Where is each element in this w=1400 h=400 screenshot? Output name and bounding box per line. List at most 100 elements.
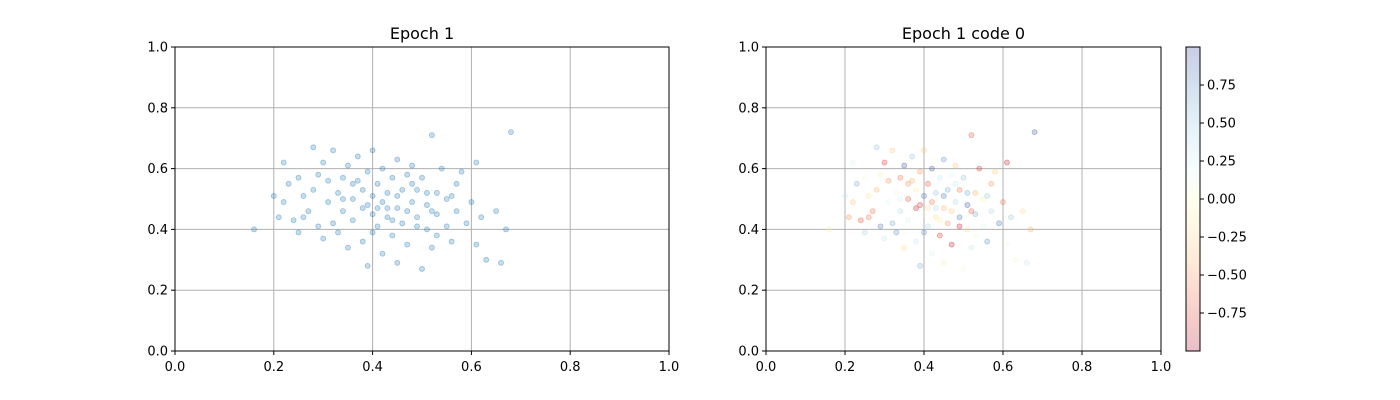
scatter-point — [921, 211, 927, 218]
scatter-point — [414, 214, 420, 221]
scatter-point — [980, 223, 987, 230]
scatter-point — [473, 159, 480, 166]
scatter-points — [251, 129, 514, 272]
scatter-point — [909, 153, 916, 160]
scatter-point — [384, 214, 391, 221]
x-tick-label: 0.8 — [560, 360, 581, 375]
scatter-point — [869, 208, 876, 215]
scatter-point — [463, 220, 470, 227]
scatter-point — [921, 147, 927, 154]
scatter-point — [478, 214, 485, 221]
x-tick-label: 0.0 — [165, 360, 186, 375]
scatter-point — [335, 190, 341, 196]
plot-frame — [174, 46, 670, 352]
scatter-point — [409, 180, 416, 187]
scatter-point — [374, 180, 381, 187]
scatter-point — [369, 147, 376, 154]
colorbar-tick-label: −0.75 — [1207, 307, 1247, 322]
y-tick-label: 0.0 — [147, 345, 168, 360]
scatter-point — [419, 266, 425, 272]
scatter-point — [285, 180, 292, 187]
scatter-point — [1011, 256, 1018, 263]
scatter-point — [1027, 226, 1034, 233]
scatter-point — [379, 165, 386, 172]
scatter-point — [359, 186, 366, 193]
scatter-point — [424, 190, 430, 196]
scatter-point — [349, 217, 356, 224]
plot-area — [175, 47, 669, 351]
scatter-point — [399, 186, 406, 193]
scatter-point — [428, 244, 435, 251]
scatter-point — [251, 226, 257, 233]
plot-frame — [765, 46, 1162, 352]
scatter-point — [984, 193, 991, 199]
scatter-point — [940, 193, 947, 199]
scatter-point — [909, 177, 916, 184]
scatter-point — [968, 244, 975, 251]
scatter-point — [1031, 129, 1038, 136]
y-axis-ticks: 0.0 0.2 0.4 0.6 0.8 1.0 — [147, 41, 175, 360]
scatter-point — [857, 217, 864, 224]
scatter-point — [379, 199, 386, 205]
colorbar-tick-label: 0.25 — [1207, 155, 1236, 170]
scatter-point — [948, 241, 955, 248]
scatter-point — [861, 174, 868, 181]
scatter-point — [374, 205, 381, 212]
scatter-point — [964, 190, 971, 196]
scatter-point — [940, 156, 947, 163]
x-tick-label: 0.0 — [756, 360, 777, 375]
scatter-point — [340, 196, 346, 202]
scatter-point — [458, 168, 465, 175]
y-tick-label: 1.0 — [738, 41, 759, 56]
y-axis-ticks: 0.0 0.2 0.4 0.6 0.8 1.0 — [738, 41, 766, 360]
scatter-point — [399, 220, 406, 227]
scatter-point — [968, 132, 975, 139]
scatter-point — [956, 214, 963, 221]
scatter-point — [419, 174, 425, 181]
plot-area — [766, 47, 1161, 351]
scatter-point — [861, 229, 868, 236]
scatter-point — [956, 186, 963, 193]
x-tick-label: 0.2 — [835, 360, 856, 375]
scatter-point — [364, 202, 371, 208]
scatter-point — [275, 214, 282, 221]
scatter-point — [349, 180, 356, 187]
scatter-point — [984, 238, 991, 245]
scatter-point — [988, 208, 995, 215]
scatter-point — [290, 217, 297, 224]
scatter-point — [956, 223, 963, 230]
scatter-point — [1000, 199, 1006, 205]
scatter-point — [354, 153, 361, 160]
scatter-point — [905, 180, 912, 187]
scatter-point — [359, 205, 366, 212]
scatter-point — [948, 171, 955, 178]
colorbar-tick-label: −0.25 — [1207, 231, 1247, 246]
scatter-point — [414, 223, 420, 230]
scatter-point — [394, 205, 401, 212]
x-tick-label: 0.4 — [362, 360, 383, 375]
scatter-point — [384, 190, 391, 196]
scatter-point — [295, 174, 302, 181]
scatter-point — [404, 171, 411, 178]
scatter-point — [913, 238, 919, 245]
scatter-point — [932, 205, 939, 212]
scatter-point — [885, 199, 892, 205]
scatter-point — [988, 180, 995, 187]
scatter-point — [885, 177, 892, 184]
scatter-point — [394, 259, 401, 266]
scatter-point — [850, 159, 856, 166]
scatter-point — [980, 196, 987, 202]
scatter-point — [320, 159, 327, 166]
scatter-point — [295, 229, 302, 236]
x-tick-label: 1.0 — [1151, 360, 1172, 375]
scatter-point — [300, 214, 307, 221]
scatter-point — [340, 208, 346, 215]
scatter-point — [932, 214, 939, 221]
scatter-point — [1004, 159, 1010, 166]
y-tick-label: 0.4 — [738, 223, 759, 238]
scatter-point — [344, 244, 351, 251]
scatter-point — [952, 199, 959, 205]
y-tick-label: 0.4 — [147, 223, 168, 238]
scatter-point — [335, 229, 341, 236]
